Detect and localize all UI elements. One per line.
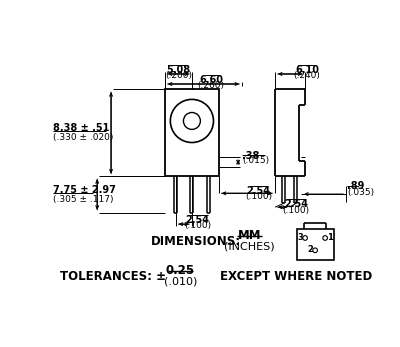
Text: 2.54: 2.54 [284,200,308,210]
Text: 1: 1 [327,233,332,242]
Text: DIMENSIONS:: DIMENSIONS: [151,235,241,248]
Text: 0.25: 0.25 [166,264,195,277]
Text: .38: .38 [242,151,259,161]
Text: 2.54: 2.54 [186,215,210,225]
Text: (INCHES): (INCHES) [224,242,275,252]
Text: 6.10: 6.10 [295,65,319,75]
Text: 5.08: 5.08 [166,65,190,75]
Bar [165,90,219,176]
Text: TOLERANCES: ±: TOLERANCES: ± [60,270,166,283]
Text: (.015): (.015) [242,156,269,166]
Bar [297,229,334,260]
Circle shape [313,248,318,253]
Text: 2.54: 2.54 [246,186,270,196]
Text: (.260): (.260) [198,81,225,90]
Text: (.100): (.100) [245,192,272,201]
Text: 7.75 ± 2.97: 7.75 ± 2.97 [52,185,116,195]
Text: MM: MM [238,229,262,242]
Text: (.240): (.240) [294,71,320,80]
Circle shape [170,99,214,143]
Text: (.305 ± .117): (.305 ± .117) [52,195,113,204]
Circle shape [184,112,200,129]
Text: (.100): (.100) [282,206,310,215]
Circle shape [323,236,328,240]
Text: EXCEPT WHERE NOTED: EXCEPT WHERE NOTED [220,270,373,283]
Text: 3: 3 [298,233,304,242]
Text: (.330 ± .020): (.330 ± .020) [52,133,113,142]
Circle shape [303,236,308,240]
Text: .89: .89 [348,181,365,192]
Text: (.100): (.100) [184,221,211,230]
Text: (.010): (.010) [164,276,197,286]
Text: 8.38 ± .51: 8.38 ± .51 [52,123,109,133]
Text: (.035): (.035) [348,188,374,197]
Text: (.200): (.200) [165,71,192,80]
Text: 2: 2 [308,245,314,254]
Text: 6.60: 6.60 [199,75,223,85]
